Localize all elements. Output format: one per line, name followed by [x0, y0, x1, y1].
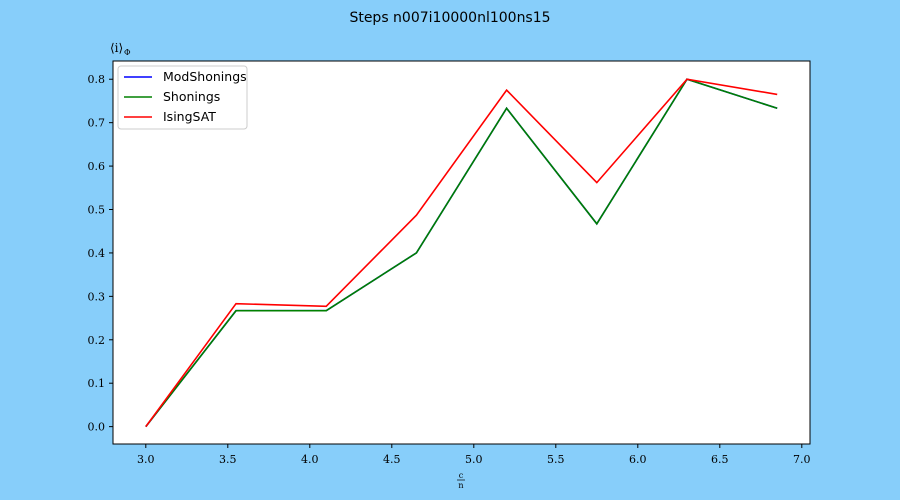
- legend: ModShonings Shonings IsingSAT: [117, 65, 248, 130]
- y-axis-label-subscript: Φ: [124, 48, 131, 57]
- y-tick-label: 0.1: [88, 377, 106, 390]
- y-tick-label: 0.5: [88, 204, 106, 217]
- x-tick-label: 5.5: [547, 453, 565, 466]
- legend-frame: [117, 65, 248, 130]
- legend-label-modshonings: ModShonings: [163, 69, 247, 84]
- y-tick-label: 0.0: [88, 421, 106, 434]
- y-axis-label-main: ⟨i⟩: [110, 41, 123, 55]
- x-tick-label: 5.0: [465, 453, 483, 466]
- y-tick-label: 0.7: [88, 117, 106, 130]
- y-axis-label: ⟨i⟩ Φ: [110, 41, 131, 57]
- series-lines: [145, 78, 778, 428]
- y-tick-label: 0.6: [88, 160, 106, 173]
- y-tick-label: 0.4: [88, 247, 106, 260]
- x-axis-label-numerator: c: [459, 471, 464, 480]
- x-axis: 3.0 3.5 4.0 4.5 5.0 5.5 6.0 6.5 7.0: [137, 444, 811, 466]
- x-tick-label: 6.5: [711, 453, 729, 466]
- x-tick-label: 6.0: [629, 453, 647, 466]
- x-axis-label-denominator: n: [458, 481, 463, 490]
- y-tick-label: 0.8: [88, 73, 106, 86]
- series-line-shonings: [145, 78, 778, 428]
- series-line-isingsat: [145, 78, 778, 428]
- x-tick-label: 3.5: [219, 453, 237, 466]
- chart-title: Steps n007i10000nl100ns15: [349, 10, 550, 26]
- y-tick-label: 0.2: [88, 334, 106, 347]
- y-tick-label: 0.3: [88, 290, 106, 303]
- x-tick-label: 4.5: [383, 453, 401, 466]
- legend-label-shonings: Shonings: [163, 89, 220, 104]
- y-axis: 0.0 0.1 0.2 0.3 0.4 0.5 0.6 0.7 0.8: [88, 73, 113, 434]
- x-tick-label: 3.0: [137, 453, 155, 466]
- legend-label-isingsat: IsingSAT: [163, 109, 216, 124]
- x-axis-label: c n: [457, 471, 465, 490]
- x-tick-label: 7.0: [793, 453, 811, 466]
- x-tick-label: 4.0: [301, 453, 319, 466]
